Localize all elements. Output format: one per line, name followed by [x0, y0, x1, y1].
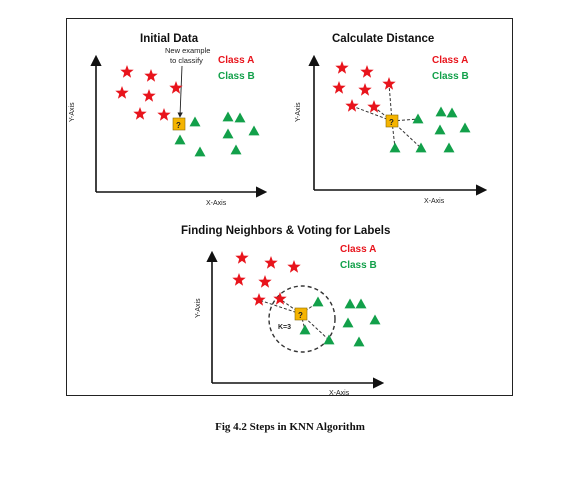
legend-class-a: Class A — [218, 55, 254, 66]
panel-title: Calculate Distance — [332, 33, 434, 45]
unknown-label: ? — [298, 311, 303, 320]
class-a-points — [332, 61, 396, 113]
class-a-star — [169, 81, 183, 94]
x-axis-label: X-Axis — [206, 200, 227, 207]
panel-initial-data: Initial Data X-Axis Y-Axis Class A Class… — [69, 33, 268, 207]
distance-line — [351, 105, 393, 122]
class-a-star — [360, 65, 374, 78]
class-a-star — [382, 77, 396, 90]
panel-calculate-distance: Calculate Distance X-Axis Y-Axis Class A… — [295, 33, 488, 205]
class-b-triangle — [353, 336, 365, 347]
class-b-triangle — [248, 125, 260, 136]
class-a-star — [332, 81, 346, 94]
class-a-star — [345, 99, 359, 112]
y-axis-label: Y-Axis — [295, 102, 302, 122]
note-new-example: New example — [165, 46, 210, 55]
class-b-triangle — [434, 124, 446, 135]
x-axis-label: X-Axis — [424, 198, 445, 205]
x-axis-label: X-Axis — [329, 390, 350, 397]
class-b-triangle — [234, 112, 246, 123]
y-axis-label: Y-Axis — [195, 298, 202, 318]
figure-frame — [66, 18, 513, 396]
unknown-point: ? — [385, 114, 399, 128]
class-b-points — [174, 111, 260, 157]
legend-class-b: Class B — [432, 71, 469, 82]
y-axis-label: Y-Axis — [69, 102, 76, 122]
class-a-star — [264, 256, 278, 269]
class-a-star — [115, 86, 129, 99]
class-b-points — [299, 296, 381, 347]
class-b-triangle — [189, 116, 201, 127]
class-b-triangle — [312, 296, 324, 307]
class-b-triangle — [389, 142, 401, 153]
class-b-triangle — [459, 122, 471, 133]
class-a-star — [235, 251, 249, 264]
class-b-triangle — [230, 144, 242, 155]
class-b-triangle — [415, 142, 427, 153]
unknown-label: ? — [176, 121, 181, 130]
class-a-star — [120, 65, 134, 78]
class-b-triangle — [342, 317, 354, 328]
class-b-triangle — [443, 142, 455, 153]
distance-line — [258, 299, 302, 315]
class-b-points — [389, 106, 471, 153]
class-b-triangle — [299, 324, 311, 335]
unknown-label: ? — [389, 118, 394, 127]
class-b-triangle — [222, 128, 234, 139]
class-a-star — [358, 83, 372, 96]
class-a-star — [287, 260, 301, 273]
class-a-star — [258, 275, 272, 288]
class-a-star — [142, 89, 156, 102]
unknown-point: ? — [294, 307, 308, 321]
class-b-triangle — [222, 111, 234, 122]
k-label: K=3 — [278, 324, 291, 331]
class-a-points — [232, 251, 301, 306]
class-b-triangle — [323, 334, 335, 345]
legend-class-a: Class A — [432, 55, 468, 66]
class-b-triangle — [412, 113, 424, 124]
note-to-classify: to classify — [170, 56, 203, 65]
class-b-triangle — [344, 298, 356, 309]
panel-finding-neighbors: Finding Neighbors & Voting for Labels X-… — [181, 225, 390, 397]
panel-title: Finding Neighbors & Voting for Labels — [181, 225, 390, 237]
distance-line — [279, 298, 302, 315]
class-a-star — [157, 108, 171, 121]
legend-class-a: Class A — [340, 244, 376, 255]
legend-class-b: Class B — [218, 71, 255, 82]
panel-title: Initial Data — [140, 33, 199, 45]
class-b-triangle — [446, 107, 458, 118]
legend-class-b: Class B — [340, 260, 377, 271]
unknown-point: ? — [172, 117, 186, 131]
class-b-triangle — [174, 134, 186, 145]
class-b-triangle — [355, 298, 367, 309]
figure-caption: Fig 4.2 Steps in KNN Algorithm — [215, 421, 365, 433]
class-a-star — [133, 107, 147, 120]
class-a-star — [335, 61, 349, 74]
class-a-points — [115, 65, 183, 121]
class-b-triangle — [369, 314, 381, 325]
class-a-star — [252, 293, 266, 306]
class-b-triangle — [435, 106, 447, 117]
class-a-star — [232, 273, 246, 286]
class-a-star — [273, 292, 287, 305]
k-neighborhood-circle — [268, 285, 336, 353]
class-a-star — [144, 69, 158, 82]
class-b-triangle — [194, 146, 206, 157]
note-pointer-arrow — [177, 65, 183, 118]
distance-line — [373, 106, 393, 122]
distance-line — [391, 118, 419, 122]
class-a-star — [367, 100, 381, 113]
